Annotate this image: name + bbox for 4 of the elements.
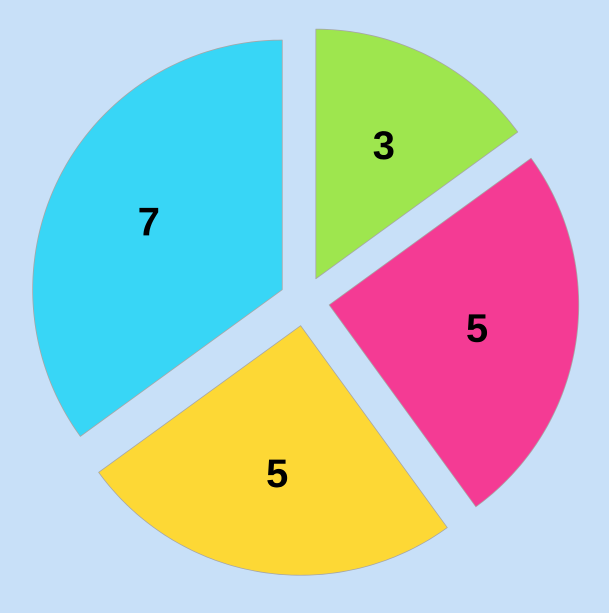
data-label: 7 — [139, 208, 158, 236]
data-label: 5 — [467, 314, 488, 342]
data-label: 3 — [374, 131, 394, 160]
data-label: 5 — [267, 460, 288, 488]
